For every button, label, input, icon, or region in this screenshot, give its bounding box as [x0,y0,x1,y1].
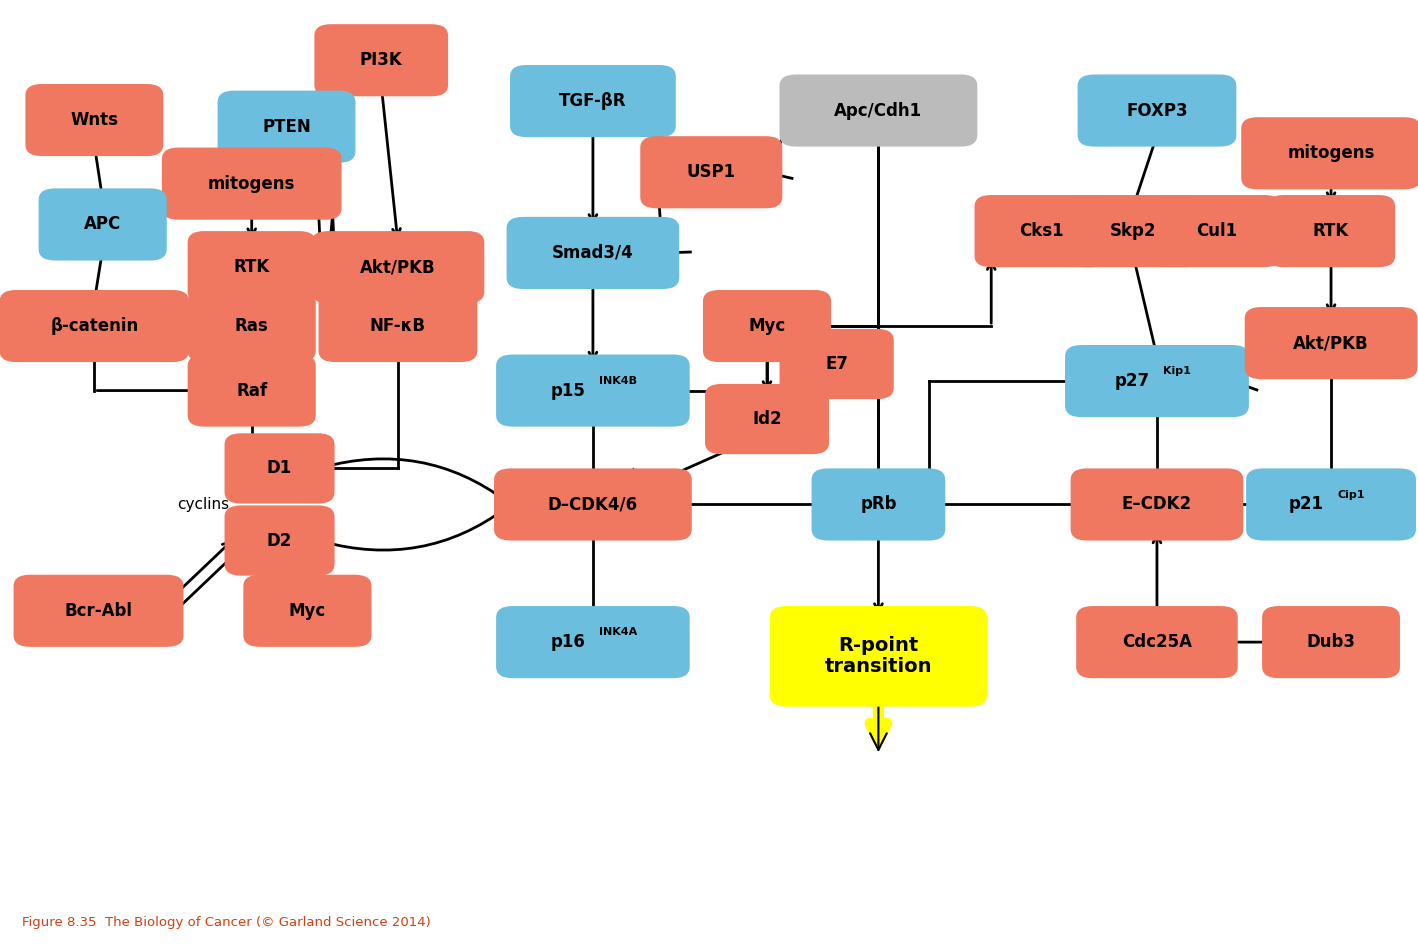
Text: Id2: Id2 [752,410,781,428]
FancyBboxPatch shape [773,608,984,704]
Text: Dub3: Dub3 [1306,633,1356,651]
FancyBboxPatch shape [496,354,689,426]
Text: PTEN: PTEN [262,118,311,136]
Text: Myc: Myc [749,317,786,335]
Text: R-point
transition: R-point transition [825,636,932,677]
FancyBboxPatch shape [510,65,676,137]
FancyBboxPatch shape [770,606,987,706]
FancyBboxPatch shape [187,231,316,304]
Text: Apc/Cdh1: Apc/Cdh1 [834,102,923,120]
FancyBboxPatch shape [506,217,679,289]
Text: Figure 8.35  The Biology of Cancer (© Garland Science 2014): Figure 8.35 The Biology of Cancer (© Gar… [21,916,431,928]
Text: p15: p15 [550,382,586,400]
Text: NF-κB: NF-κB [370,317,425,335]
FancyBboxPatch shape [1065,345,1249,417]
FancyBboxPatch shape [1071,468,1244,541]
Text: Skp2: Skp2 [1110,222,1157,240]
FancyBboxPatch shape [224,506,335,576]
Text: p27: p27 [1115,372,1150,390]
Text: p21: p21 [1289,495,1323,513]
Text: D1: D1 [267,460,292,477]
Text: Akt/PKB: Akt/PKB [1293,334,1368,352]
FancyBboxPatch shape [224,433,335,504]
FancyBboxPatch shape [26,84,163,156]
Text: β-catenin: β-catenin [50,317,139,335]
FancyBboxPatch shape [1066,195,1200,268]
Text: Bcr-Abl: Bcr-Abl [64,602,132,620]
Text: D2: D2 [267,531,292,549]
FancyBboxPatch shape [315,24,448,96]
FancyBboxPatch shape [187,290,316,362]
Text: p16: p16 [550,633,586,651]
Text: FOXP3: FOXP3 [1126,102,1188,120]
Text: PI3K: PI3K [360,51,403,69]
FancyBboxPatch shape [38,188,167,261]
FancyBboxPatch shape [703,290,831,362]
Text: mitogens: mitogens [1288,145,1374,162]
Text: pRb: pRb [861,495,896,513]
FancyBboxPatch shape [1266,195,1395,268]
FancyBboxPatch shape [1245,307,1418,379]
FancyBboxPatch shape [217,90,356,163]
FancyBboxPatch shape [162,148,342,220]
FancyBboxPatch shape [187,354,316,426]
FancyBboxPatch shape [0,290,189,362]
Text: RTK: RTK [1313,222,1349,240]
FancyBboxPatch shape [493,468,692,541]
FancyBboxPatch shape [780,328,893,399]
Text: Kip1: Kip1 [1163,367,1191,376]
FancyBboxPatch shape [244,575,372,646]
Text: R-point
transition: R-point transition [832,637,925,675]
FancyBboxPatch shape [312,231,485,304]
FancyBboxPatch shape [1241,117,1418,189]
Text: Wnts: Wnts [71,111,118,129]
FancyBboxPatch shape [974,195,1109,268]
FancyBboxPatch shape [319,290,478,362]
FancyBboxPatch shape [1076,606,1238,678]
Text: TGF-βR: TGF-βR [559,92,627,110]
Text: Cks1: Cks1 [1020,222,1064,240]
FancyBboxPatch shape [811,468,946,541]
Text: INK4B: INK4B [600,376,637,386]
Text: Cdc25A: Cdc25A [1122,633,1193,651]
Text: Raf: Raf [237,382,267,400]
Text: Smad3/4: Smad3/4 [552,244,634,262]
FancyBboxPatch shape [496,606,689,678]
FancyBboxPatch shape [1078,74,1236,147]
Text: INK4A: INK4A [600,627,638,637]
Text: D–CDK4/6: D–CDK4/6 [547,495,638,513]
Text: E7: E7 [825,355,848,373]
FancyBboxPatch shape [1246,468,1417,541]
Text: Cul1: Cul1 [1197,222,1238,240]
Text: USP1: USP1 [686,163,736,181]
FancyBboxPatch shape [1262,606,1400,678]
Text: mitogens: mitogens [208,174,295,192]
FancyBboxPatch shape [641,136,783,208]
Text: Ras: Ras [235,317,268,335]
Text: Cip1: Cip1 [1337,489,1364,500]
Text: APC: APC [84,215,122,233]
FancyBboxPatch shape [705,384,830,454]
Text: Myc: Myc [289,602,326,620]
FancyBboxPatch shape [1153,195,1280,268]
Text: cyclins: cyclins [177,497,230,512]
FancyBboxPatch shape [780,74,977,147]
Text: Akt/PKB: Akt/PKB [360,258,435,276]
Text: E–CDK2: E–CDK2 [1122,495,1193,513]
Text: RTK: RTK [234,258,269,276]
FancyBboxPatch shape [14,575,183,646]
